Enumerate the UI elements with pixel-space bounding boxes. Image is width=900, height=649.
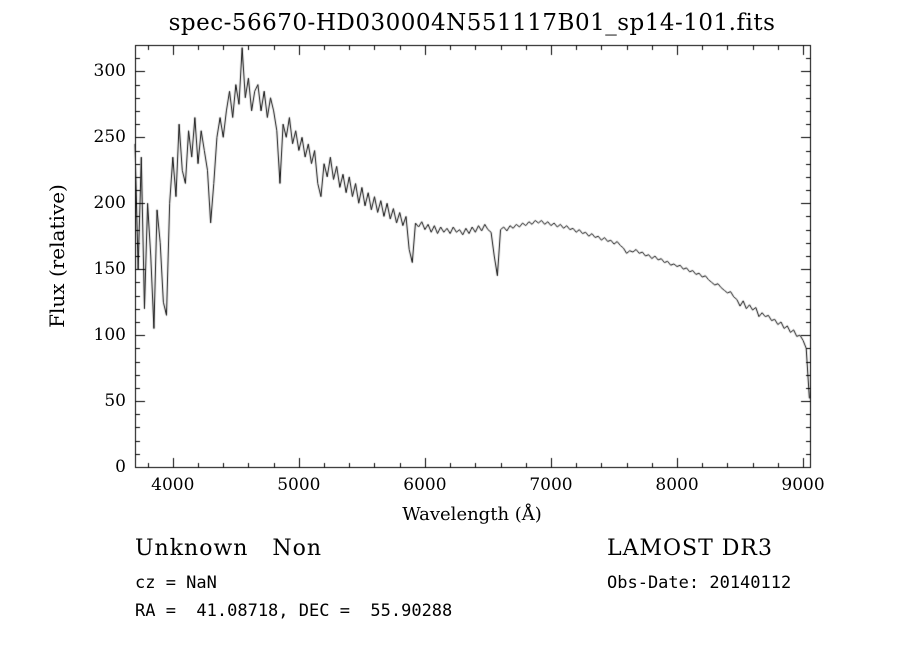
x-tick-label: 6000 bbox=[403, 475, 447, 495]
x-tick-label: 5000 bbox=[277, 475, 321, 495]
x-axis-label: Wavelength (Å) bbox=[402, 504, 542, 525]
x-tick-label: 7000 bbox=[529, 475, 573, 495]
y-tick-label: 0 bbox=[115, 457, 126, 477]
page-title: spec-56670-HD030004N551117B01_sp14-101.f… bbox=[168, 10, 776, 36]
x-tick-label: 8000 bbox=[655, 475, 699, 495]
survey-label: LAMOST DR3 bbox=[607, 536, 773, 561]
y-axis-label: Flux (relative) bbox=[45, 184, 69, 328]
y-tick-label: 300 bbox=[93, 61, 126, 82]
x-tick-label: 4000 bbox=[151, 475, 195, 495]
y-tick-label: 250 bbox=[93, 127, 126, 148]
y-tick-label: 100 bbox=[93, 325, 126, 346]
y-tick-label: 150 bbox=[93, 259, 126, 280]
x-tick-label: 9000 bbox=[781, 475, 825, 495]
cz-text: cz = NaN bbox=[135, 573, 217, 593]
ra-dec-text: RA = 41.08718, DEC = 55.90288 bbox=[135, 601, 453, 621]
y-tick-label: 200 bbox=[93, 193, 126, 214]
y-tick-label: 50 bbox=[104, 391, 126, 412]
obs-date-text: Obs-Date: 20140112 bbox=[607, 573, 792, 593]
classification-text: Unknown Non bbox=[135, 536, 323, 561]
